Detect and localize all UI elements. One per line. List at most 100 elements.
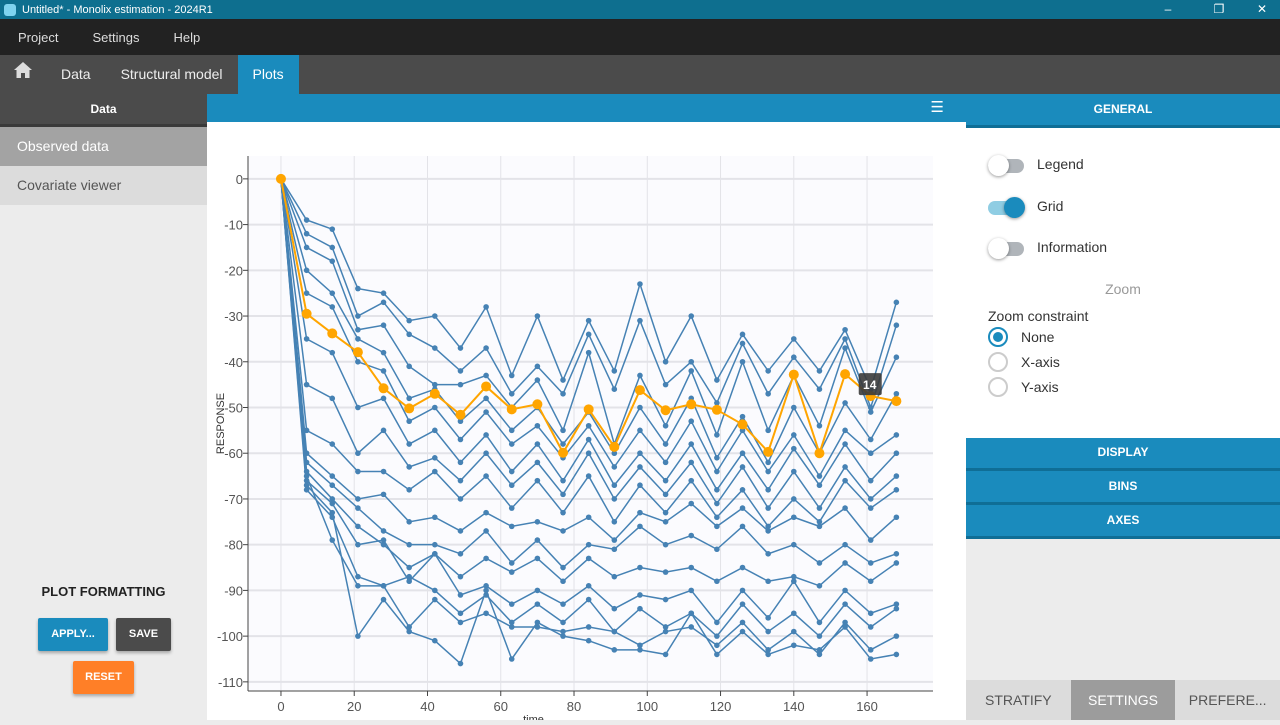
individual-point — [483, 583, 489, 589]
information-label: Information — [1037, 239, 1108, 255]
individual-point — [457, 573, 464, 580]
individual-point — [380, 427, 387, 434]
individual-point — [765, 505, 771, 511]
close-button[interactable]: ✕ — [1256, 2, 1268, 16]
individual-point — [303, 230, 310, 237]
individual-point — [739, 523, 746, 530]
y-axis-label: RESPONSE — [215, 393, 227, 454]
individual-point — [816, 368, 823, 374]
individual-point — [688, 418, 695, 425]
individual-point — [406, 624, 412, 630]
individual-point — [611, 537, 618, 543]
individual-point — [791, 628, 797, 635]
sidebar-item-observed-data[interactable]: Observed data — [0, 127, 207, 166]
maximize-button[interactable]: ❐ — [1213, 2, 1225, 16]
sidebar-item-covariate-viewer[interactable]: Covariate viewer — [0, 166, 207, 205]
plot-toolbar: ☰ — [207, 94, 966, 122]
individual-point — [406, 331, 412, 338]
individual-point — [303, 482, 310, 489]
response-time-chart[interactable]: 0 20 40 60 80 100 120 140 160 0 -10 -20 -30 -40 -50 -60… — [207, 122, 966, 725]
zoom-x-axis-radio[interactable] — [988, 352, 1008, 372]
section-display[interactable]: DISPLAY — [966, 437, 1280, 471]
right-panel: GENERAL Legend Grid Information Zoom Zoo… — [966, 94, 1280, 720]
section-axes[interactable]: AXES — [966, 505, 1280, 539]
individual-point — [867, 656, 874, 662]
individual-point — [611, 450, 618, 457]
save-button[interactable]: SAVE — [116, 618, 171, 651]
menu-icon[interactable]: ☰ — [930, 99, 944, 116]
tab-stratify[interactable]: STRATIFY — [966, 680, 1071, 720]
individual-point — [842, 336, 848, 342]
zoom-y-axis-radio[interactable] — [988, 377, 1008, 397]
individual-point — [867, 647, 874, 653]
apply-button[interactable]: APPLY... — [38, 618, 108, 651]
individual-point — [791, 573, 797, 580]
section-bins[interactable]: BINS — [966, 471, 1280, 505]
individual-point — [765, 368, 771, 374]
individual-point — [688, 610, 695, 617]
individual-point — [842, 541, 848, 548]
individual-point — [457, 459, 464, 466]
individual-point — [457, 528, 464, 534]
individual-point — [637, 281, 643, 287]
tab-preferences[interactable]: PREFERE... — [1175, 680, 1280, 720]
individual-point — [534, 477, 541, 484]
tab-structural-model[interactable]: Structural model — [120, 66, 223, 82]
individual-point — [355, 505, 361, 511]
highlighted-individual-point — [481, 381, 492, 392]
tab-settings[interactable]: SETTINGS — [1070, 680, 1176, 720]
individual-point — [893, 390, 900, 397]
individual-point — [432, 404, 438, 411]
section-general[interactable]: GENERAL — [966, 94, 1280, 128]
individual-point — [585, 473, 592, 479]
legend-toggle[interactable] — [988, 155, 1024, 176]
menu-project[interactable]: Project — [18, 29, 59, 45]
tab-data[interactable]: Data — [61, 66, 91, 82]
individual-point — [867, 610, 874, 617]
individual-point — [867, 560, 874, 566]
individual-point — [867, 436, 874, 443]
information-toggle[interactable] — [988, 238, 1024, 259]
individual-point — [688, 459, 695, 466]
individual-point — [432, 587, 438, 594]
individual-point — [432, 514, 438, 521]
minimize-button[interactable]: – — [1164, 2, 1172, 16]
individual-point — [765, 551, 771, 557]
grid-label: Grid — [1037, 198, 1064, 214]
individual-point — [714, 400, 720, 406]
individual-point — [637, 564, 643, 571]
individual-point — [406, 628, 412, 635]
individual-point — [867, 537, 874, 543]
individual-point — [791, 514, 797, 521]
individual-point — [714, 651, 720, 658]
individual-point — [637, 450, 643, 457]
individual-point — [688, 624, 695, 630]
reset-button[interactable]: RESET — [73, 661, 134, 694]
individual-point — [662, 381, 669, 388]
individual-point — [380, 349, 387, 356]
individual-point — [867, 409, 874, 415]
individual-point — [406, 541, 412, 548]
individual-point — [380, 583, 387, 589]
individual-point — [457, 418, 464, 425]
individual-point — [816, 482, 823, 489]
individual-point — [329, 290, 336, 296]
individual-point — [457, 619, 464, 626]
individual-point — [355, 336, 361, 342]
individual-point — [662, 459, 669, 466]
individual-point — [611, 546, 618, 553]
individual-point — [329, 496, 336, 502]
menu-settings[interactable]: Settings — [92, 29, 140, 45]
individual-point — [585, 331, 592, 338]
plot-area[interactable]: 0 20 40 60 80 100 120 140 160 0 -10 -20 -30 -40 -50 -60… — [207, 122, 966, 725]
menu-help[interactable]: Help — [173, 29, 201, 45]
zoom-none-radio[interactable] — [988, 327, 1008, 347]
individual-point — [816, 560, 823, 566]
x-tick-label: 60 — [494, 699, 508, 714]
grid-toggle[interactable] — [988, 197, 1025, 218]
individual-point — [457, 368, 464, 374]
home-icon[interactable] — [0, 55, 46, 94]
individual-point — [714, 633, 720, 639]
tab-plots[interactable]: Plots — [237, 55, 299, 94]
individual-point — [893, 473, 900, 479]
